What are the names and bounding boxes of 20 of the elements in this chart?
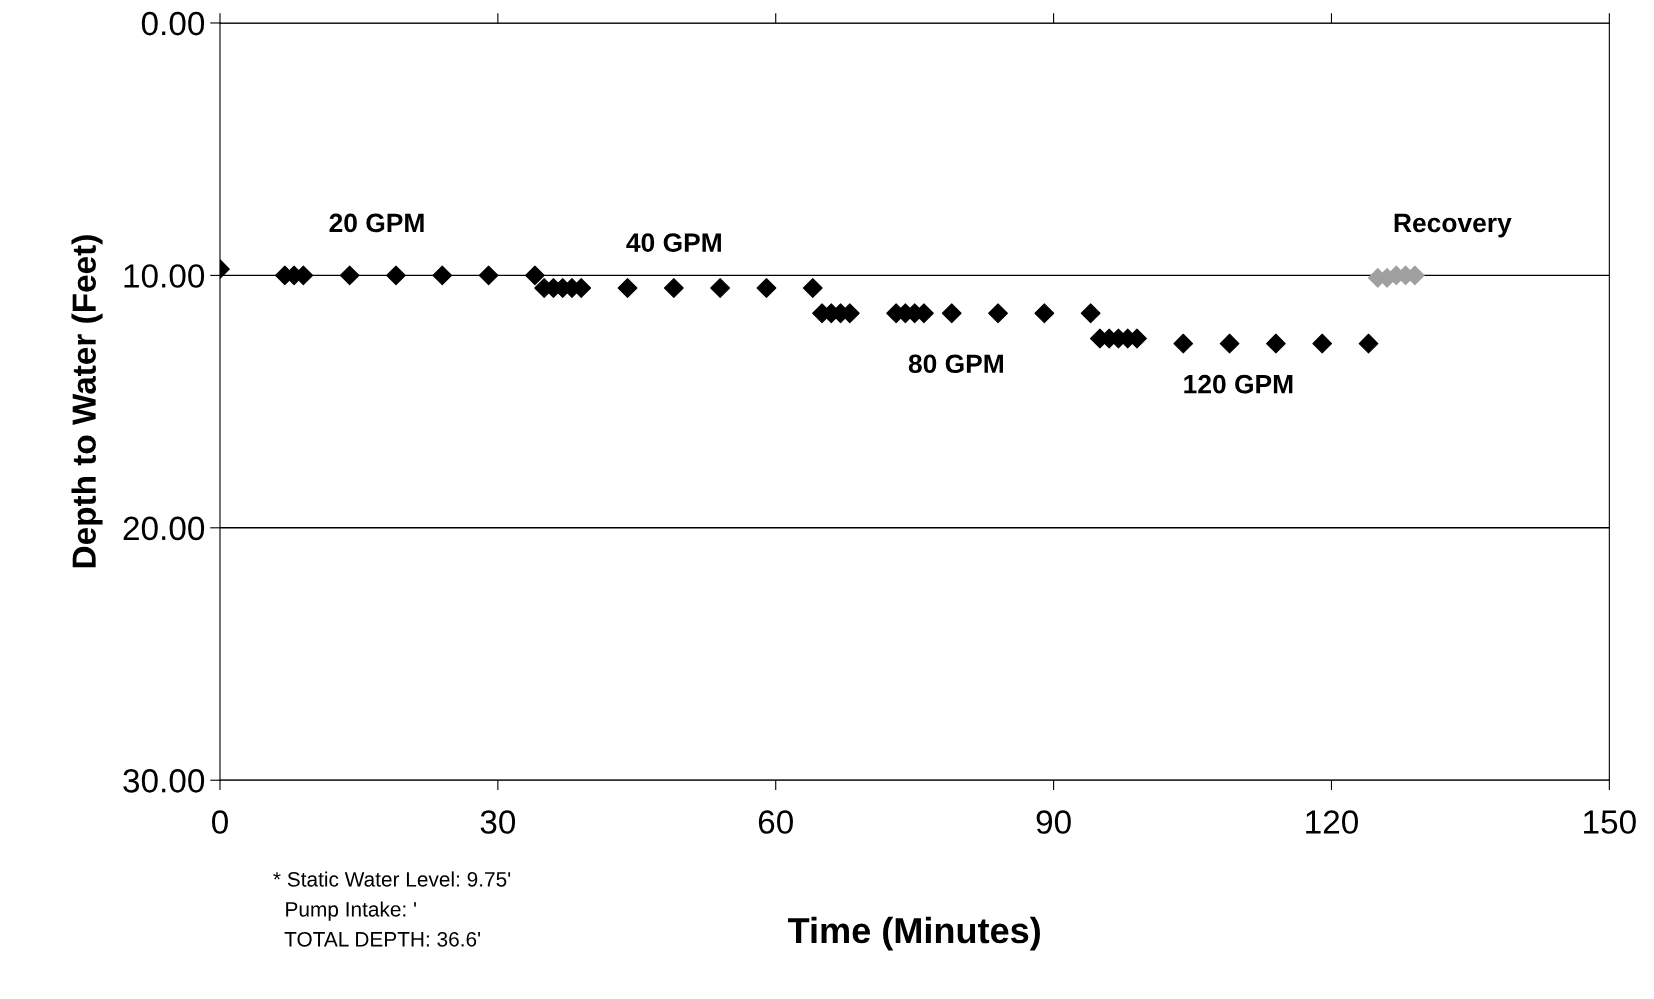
annotation: 120 GPM: [1184, 374, 1293, 394]
x-tick-label: 0: [212, 810, 228, 834]
x-tick-label: 30: [480, 810, 516, 834]
y-tick-label: 10.00: [124, 264, 205, 288]
annotation: 80 GPM: [908, 354, 1003, 374]
text: * Static Water Level: 9.75': [273, 871, 511, 887]
x-tick-label: 60: [758, 810, 793, 834]
x-tick-label: 150: [1584, 810, 1636, 834]
x-tick-label: 120: [1306, 810, 1358, 834]
y-axis-title: Depth to Water (Feet): [71, 235, 103, 568]
x-tick-label: 90: [1036, 810, 1071, 834]
x-axis-title: Time (Minutes): [788, 916, 1040, 951]
text: TOTAL DEPTH: 36.6': [284, 931, 481, 947]
y-tick-label: 0.00: [141, 11, 205, 36]
y-tick-label: 30.00: [123, 769, 205, 793]
text: Pump Intake: ': [286, 901, 416, 921]
y-tick-label: 20.00: [123, 516, 205, 541]
annotation: 40 GPM: [626, 233, 721, 252]
annotation: 20 GPM: [329, 213, 424, 233]
annotation: Recovery: [1394, 213, 1512, 238]
